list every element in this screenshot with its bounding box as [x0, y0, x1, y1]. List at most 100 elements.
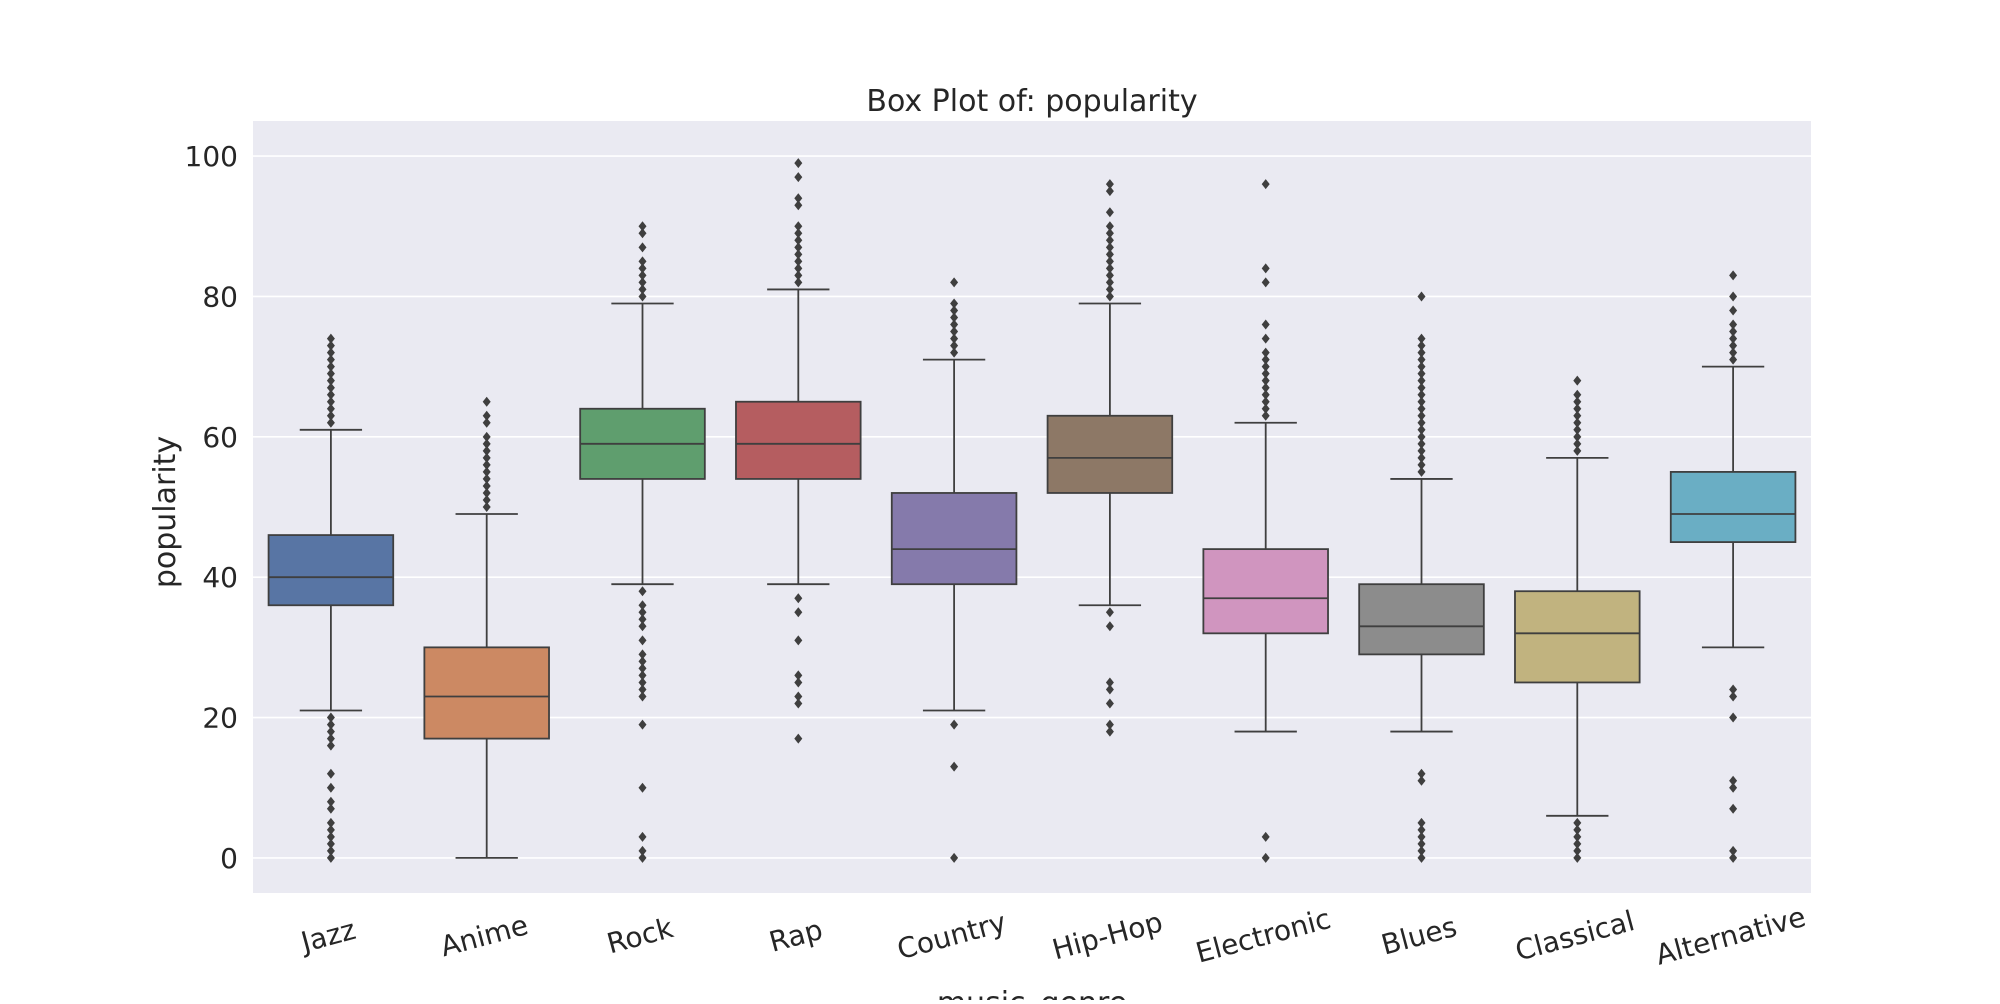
- box-iqr: [1514, 590, 1641, 684]
- outlier-point: [482, 487, 491, 498]
- outlier-point: [1417, 852, 1426, 863]
- outlier-point: [950, 277, 959, 288]
- outlier-point: [326, 796, 335, 807]
- outlier-point: [638, 614, 647, 625]
- box-iqr: [423, 646, 550, 740]
- outlier-point: [1729, 340, 1738, 351]
- outlier-point: [950, 305, 959, 316]
- outlier-point: [638, 670, 647, 681]
- outlier-point: [950, 340, 959, 351]
- outlier-point: [326, 831, 335, 842]
- y-tick-labels: 0 20 40 60 80 100: [185, 140, 238, 875]
- outlier-point: [638, 684, 647, 695]
- outlier-point: [794, 593, 803, 604]
- outlier-point: [950, 719, 959, 730]
- x-tick-label: Jazz: [296, 913, 359, 960]
- outlier-point: [950, 326, 959, 337]
- outlier-point: [1261, 263, 1270, 274]
- outlier-point: [1729, 803, 1738, 814]
- outlier-point: [1573, 824, 1582, 835]
- outlier-point: [482, 438, 491, 449]
- boxes: [267, 158, 1797, 863]
- box-group: [1358, 291, 1485, 863]
- outlier-point: [638, 586, 647, 597]
- outlier-point: [794, 607, 803, 618]
- outlier-point: [794, 677, 803, 688]
- outlier-point: [326, 768, 335, 779]
- outlier-point: [326, 782, 335, 793]
- outlier-point: [638, 600, 647, 611]
- outlier-point: [1417, 424, 1426, 435]
- outlier-point: [1261, 347, 1270, 358]
- outlier-point: [326, 403, 335, 414]
- box-group: [1046, 179, 1174, 737]
- outlier-point: [1417, 417, 1426, 428]
- y-axis-label: popularity: [148, 436, 183, 588]
- outlier-point: [1573, 396, 1582, 407]
- outlier-point: [1573, 438, 1582, 449]
- outlier-point: [638, 256, 647, 267]
- outlier-point: [1261, 375, 1270, 386]
- outlier-point: [1105, 684, 1114, 695]
- outlier-point: [1417, 431, 1426, 442]
- box-group: [890, 277, 1018, 863]
- outlier-point: [482, 480, 491, 491]
- outlier-point: [326, 817, 335, 828]
- y-tick-label: 80: [202, 280, 238, 313]
- outlier-point: [1261, 333, 1270, 344]
- outlier-point: [482, 410, 491, 421]
- outlier-point: [638, 845, 647, 856]
- outlier-point: [1729, 319, 1738, 330]
- y-tick-label: 100: [185, 140, 238, 173]
- outlier-point: [638, 284, 647, 295]
- outlier-point: [1417, 368, 1426, 379]
- outlier-point: [1573, 410, 1582, 421]
- outlier-point: [1105, 221, 1114, 232]
- outlier-point: [1261, 319, 1270, 330]
- outlier-point: [1417, 291, 1426, 302]
- outlier-point: [794, 691, 803, 702]
- box-iqr: [1669, 471, 1797, 543]
- outlier-point: [1105, 726, 1114, 737]
- outlier-point: [1105, 270, 1114, 281]
- outlier-point: [326, 382, 335, 393]
- box-iqr: [735, 400, 862, 480]
- outlier-point: [638, 270, 647, 281]
- outlier-point: [1729, 684, 1738, 695]
- box-group: [1669, 270, 1797, 863]
- outlier-point: [1417, 838, 1426, 849]
- box-iqr: [1046, 414, 1174, 494]
- outlier-point: [326, 845, 335, 856]
- outlier-point: [638, 852, 647, 863]
- outlier-point: [1105, 256, 1114, 267]
- outlier-point: [1105, 284, 1114, 295]
- x-tick-label: Country: [894, 905, 1010, 966]
- outlier-point: [1417, 403, 1426, 414]
- outlier-point: [1417, 333, 1426, 344]
- outlier-point: [326, 389, 335, 400]
- box-group: [735, 158, 862, 744]
- x-tick-label: Alternative: [1652, 900, 1809, 972]
- outlier-point: [1417, 389, 1426, 400]
- x-tick-label: Rap: [766, 913, 826, 959]
- outlier-point: [950, 761, 959, 772]
- plot-area: [253, 121, 1811, 893]
- outlier-point: [1417, 831, 1426, 842]
- x-tick-label: Hip-Hop: [1049, 905, 1166, 966]
- outlier-point: [638, 663, 647, 674]
- outlier-point: [326, 733, 335, 744]
- outlier-point: [638, 649, 647, 660]
- box-group: [267, 333, 395, 863]
- outlier-point: [1729, 270, 1738, 281]
- outlier-point: [1729, 712, 1738, 723]
- outlier-point: [638, 656, 647, 667]
- outlier-point: [1261, 831, 1270, 842]
- outlier-point: [1729, 852, 1738, 863]
- outlier-point: [1573, 417, 1582, 428]
- outlier-point: [326, 852, 335, 863]
- y-tick-label: 20: [202, 702, 238, 735]
- outlier-point: [326, 712, 335, 723]
- outlier-point: [638, 228, 647, 239]
- box-iqr: [1202, 548, 1329, 635]
